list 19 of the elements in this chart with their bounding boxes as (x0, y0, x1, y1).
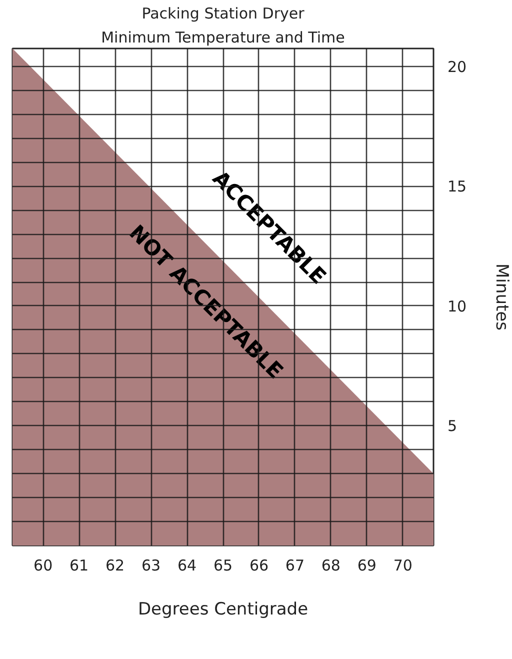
x-tick-label: 64 (177, 556, 197, 574)
y-tick-label: 20 (448, 58, 467, 76)
x-tick-label: 68 (321, 556, 340, 574)
y-tick-label: 10 (448, 297, 467, 316)
y-tick-label: 15 (448, 178, 467, 196)
x-tick-label: 60 (34, 556, 53, 574)
chart-subtitle: Minimum Temperature and Time (101, 28, 345, 46)
x-tick-label: 66 (249, 556, 269, 574)
x-axis-title: Degrees Centigrade (138, 600, 308, 620)
x-tick-label: 70 (393, 556, 412, 574)
x-tick-label: 69 (357, 556, 376, 574)
x-tick-label: 65 (213, 556, 233, 574)
x-tick-label: 67 (285, 556, 305, 574)
y-tick-label: 5 (448, 417, 458, 436)
x-tick-label: 63 (141, 556, 161, 574)
chart-title: Packing Station Dryer (142, 4, 306, 22)
x-tick-label: 62 (106, 556, 125, 574)
y-axis-title: Minutes (492, 264, 512, 331)
x-tick-label: 61 (70, 556, 89, 574)
